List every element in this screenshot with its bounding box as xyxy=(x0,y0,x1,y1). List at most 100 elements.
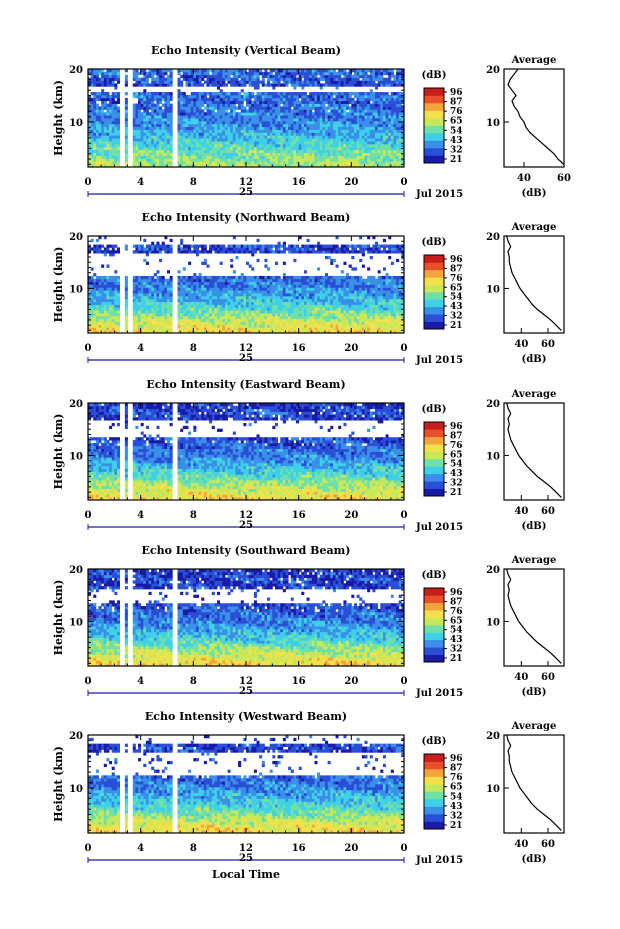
heatmap-cell xyxy=(185,100,189,104)
heatmap-cell xyxy=(88,321,92,325)
heatmap-cell xyxy=(103,71,107,76)
heatmap-cell xyxy=(359,74,363,79)
heatmap-cell xyxy=(393,132,397,136)
heatmap-cell xyxy=(177,310,181,314)
heatmap-cell xyxy=(240,120,244,125)
heatmap-cell xyxy=(277,158,281,162)
heatmap-cell xyxy=(290,92,294,96)
heatmap-cell xyxy=(203,123,207,128)
heatmap-cell xyxy=(356,321,360,325)
heatmap-cell xyxy=(369,161,373,165)
heatmap-cell xyxy=(138,120,142,125)
heatmap-cell xyxy=(95,97,99,102)
heatmap-cell xyxy=(132,313,136,317)
heatmap-cell xyxy=(235,126,239,130)
heatmap-cell xyxy=(340,135,344,139)
heatmap-cell xyxy=(385,158,389,162)
heatmap-cell xyxy=(393,100,397,104)
heatmap-cell xyxy=(282,135,286,139)
heatmap-cell xyxy=(314,103,318,107)
heatmap-cell xyxy=(188,135,192,139)
heatmap-cell xyxy=(253,310,257,314)
heatmap-cell xyxy=(182,132,186,136)
heatmap-cell xyxy=(185,141,189,145)
heatmap-cell xyxy=(167,161,171,165)
heatmap-cell xyxy=(243,313,247,317)
heatmap-cell xyxy=(288,161,292,165)
heatmap-cell xyxy=(301,103,305,107)
heatmap-cell xyxy=(109,112,113,116)
colorbar-swatch xyxy=(424,148,444,156)
heatmap-cell xyxy=(98,315,102,320)
heatmap-cell xyxy=(317,94,321,99)
heatmap-cell xyxy=(322,155,326,159)
heatmap-cell xyxy=(261,97,265,102)
heatmap-cell xyxy=(190,304,194,308)
heatmap-cell xyxy=(322,310,326,314)
heatmap-cell xyxy=(335,77,339,81)
heatmap-cell xyxy=(101,77,105,81)
heatmap-cell xyxy=(95,138,99,142)
heatmap-cell xyxy=(298,132,302,136)
heatmap-cell xyxy=(346,313,350,317)
heatmap-cell xyxy=(256,327,260,331)
heatmap-cell xyxy=(375,313,379,317)
heatmap-cell xyxy=(296,126,300,130)
heatmap-cell xyxy=(369,89,373,93)
heatmap-cell xyxy=(217,132,221,136)
heatmap-cell xyxy=(188,80,192,84)
heatmap-cell xyxy=(116,321,120,325)
heatmap-cell xyxy=(285,146,289,151)
heatmap-cell xyxy=(367,106,371,110)
heatmap-cell xyxy=(167,112,171,116)
heatmap-cell xyxy=(259,118,263,122)
heatmap-cell xyxy=(338,164,342,168)
heatmap-cell xyxy=(388,74,392,79)
heatmap-cell xyxy=(232,158,236,162)
heatmap-cell xyxy=(253,80,257,84)
heatmap-cell xyxy=(180,92,184,96)
heatmap-cell xyxy=(296,307,300,311)
heatmap-cell xyxy=(203,106,207,110)
heatmap-cell xyxy=(224,129,228,133)
heatmap-cell xyxy=(359,318,363,322)
heatmap-cell xyxy=(361,149,365,153)
heatmap-cell xyxy=(135,69,139,73)
heatmap-cell xyxy=(219,100,223,104)
heatmap-cell xyxy=(375,321,379,325)
heatmap-cell xyxy=(151,310,155,314)
heatmap-cell xyxy=(269,118,273,122)
heatmap-cell xyxy=(188,324,192,328)
heatmap-cell xyxy=(306,330,310,334)
heatmap-cell xyxy=(153,321,157,325)
heatmap-cell xyxy=(325,152,329,156)
heatmap-cell xyxy=(219,327,223,331)
heatmap-cell xyxy=(327,80,331,84)
heatmap-cell xyxy=(293,138,297,142)
heatmap-cell xyxy=(259,71,263,76)
y-tick-label: 10 xyxy=(69,118,83,129)
heatmap-cell xyxy=(277,143,281,148)
heatmap-cell xyxy=(240,135,244,139)
heatmap-cell xyxy=(280,161,284,165)
heatmap-cell xyxy=(298,135,302,139)
heatmap-cell xyxy=(396,132,400,136)
heatmap-cell xyxy=(330,97,334,102)
heatmap-cell xyxy=(298,304,302,308)
heatmap-cell xyxy=(190,123,194,128)
heatmap-cell xyxy=(243,149,247,153)
heatmap-cell xyxy=(298,310,302,314)
heatmap-cell xyxy=(380,126,384,130)
heatmap-cell xyxy=(335,330,339,334)
heatmap-cell xyxy=(180,330,184,334)
heatmap-cell xyxy=(351,115,355,119)
heatmap-cell xyxy=(322,74,326,79)
heatmap-cell xyxy=(340,152,344,156)
heatmap-cell xyxy=(143,112,147,116)
heatmap-cell xyxy=(132,69,136,73)
heatmap-cell xyxy=(388,112,392,116)
heatmap-cell xyxy=(182,155,186,159)
heatmap-cell xyxy=(259,106,263,110)
heatmap-cell xyxy=(145,92,149,96)
